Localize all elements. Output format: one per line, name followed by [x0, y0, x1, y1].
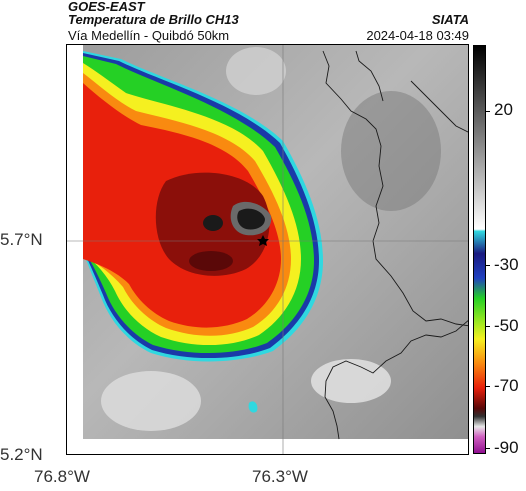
satellite-title: GOES-EAST: [68, 0, 145, 14]
gridlines: [67, 45, 468, 454]
light-cloud-patch: [226, 47, 286, 95]
lat-label-5-7: 5.7°N: [0, 230, 43, 249]
product-title: Temperatura de Brillo CH13: [68, 12, 239, 27]
location-star-icon: [257, 235, 269, 246]
dark-cloud-patch: [341, 91, 441, 211]
route-subtitle: Vía Medellín - Quibdó 50km: [68, 28, 230, 43]
colorbar-tick: [486, 448, 490, 449]
colorbar-label-neg30: -30: [494, 255, 519, 274]
department-borders: [322, 50, 468, 440]
colorbar-tick: [486, 326, 490, 327]
left-blank-strip: [67, 45, 83, 454]
bottom-blank-strip: [67, 439, 468, 454]
colorbar-label-20: 20: [494, 100, 513, 119]
colorbar-tick: [486, 386, 490, 387]
colorbar-label-neg50: -50: [494, 316, 519, 335]
light-cloud-patch: [311, 359, 391, 403]
lon-label-76-8: 76.8°W: [34, 467, 90, 486]
organization-label: SIATA: [431, 12, 469, 27]
lon-label-76-3: 76.3°W: [252, 467, 308, 486]
map-panel[interactable]: [66, 44, 469, 455]
lat-label-5-2: 5.2°N: [0, 445, 43, 464]
datetime-label: 2024-04-18 03:49: [366, 28, 469, 43]
colorbar-label-neg90: -90: [494, 438, 519, 457]
colorbar-label-neg70: -70: [494, 376, 519, 395]
light-cloud-patch: [101, 371, 201, 431]
colorbar: [473, 45, 486, 454]
satellite-image: [67, 45, 468, 454]
convective-storm: [83, 51, 323, 413]
colorbar-gradient: [474, 46, 485, 453]
colorbar-tick: [486, 265, 490, 266]
colorbar-tick: [486, 111, 490, 112]
